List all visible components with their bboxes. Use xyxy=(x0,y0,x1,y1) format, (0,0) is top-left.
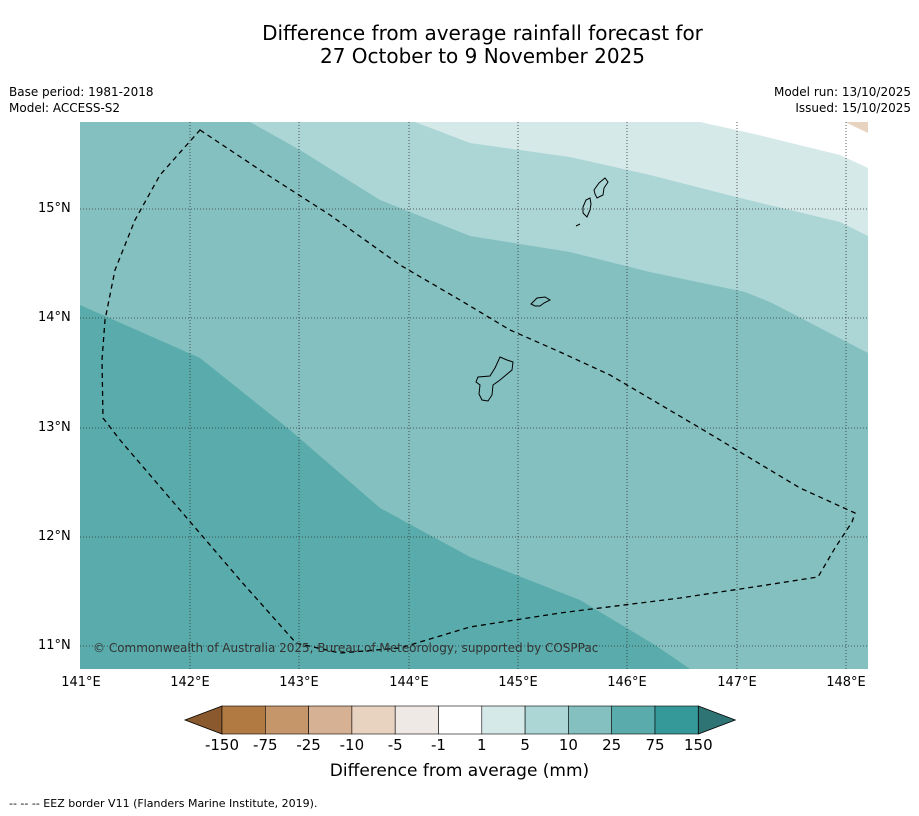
guam-island xyxy=(475,356,514,402)
title-line-1: Difference from average rainfall forecas… xyxy=(262,21,703,45)
lat-tick-15: 15°N xyxy=(38,201,71,216)
colorbar-arrow-high xyxy=(697,705,737,735)
lon-tick-146: 146°E xyxy=(607,675,647,690)
lon-tick-141: 141°E xyxy=(61,675,101,690)
gridlines xyxy=(80,122,868,669)
colorbar-bin xyxy=(438,705,483,735)
colorbar-tick-label: 5 xyxy=(520,736,530,754)
rota-island xyxy=(530,296,552,307)
lat-tick-13: 13°N xyxy=(38,420,71,435)
colorbar-bin xyxy=(524,705,569,735)
lon-tick-148: 148°E xyxy=(826,675,866,690)
lon-tick-145: 145°E xyxy=(498,675,538,690)
colorbar-bin xyxy=(308,705,353,735)
meta-right: Model run: 13/10/2025 Issued: 15/10/2025 xyxy=(774,84,911,116)
lat-tick-12: 12°N xyxy=(38,529,71,544)
colorbar-title: Difference from average (mm) xyxy=(329,761,590,781)
aguijan-island xyxy=(575,223,581,227)
copyright-text: © Commonwealth of Australia 2025, Bureau… xyxy=(93,641,599,655)
colorbar-bin xyxy=(654,705,699,735)
eez-border xyxy=(101,129,856,654)
colorbar-tick-label: 25 xyxy=(602,736,622,754)
colorbar-bin xyxy=(394,705,439,735)
colorbar-bin xyxy=(568,705,613,735)
colorbar-bin xyxy=(264,705,309,735)
colorbar-bin xyxy=(221,705,266,735)
colorbar-tick-label: 10 xyxy=(558,736,578,754)
colorbar-tick-label: -10 xyxy=(339,736,365,754)
colorbar-tick-label: 75 xyxy=(645,736,665,754)
islands xyxy=(475,177,609,402)
lat-tick-14: 14°N xyxy=(38,310,71,325)
rain-band-near-zero xyxy=(700,122,868,168)
colorbar-bin xyxy=(611,705,656,735)
colorbar-tick-label: -1 xyxy=(431,736,446,754)
chart-title: Difference from average rainfall forecas… xyxy=(0,22,919,68)
lon-tick-143: 143°E xyxy=(279,675,319,690)
rain-band-1-5 xyxy=(415,122,868,236)
model-text: Model: ACCESS-S2 xyxy=(9,101,121,115)
meta-left: Base period: 1981-2018 Model: ACCESS-S2 xyxy=(9,84,154,116)
colorbar-tick-label: -5 xyxy=(387,736,403,754)
lon-tick-142: 142°E xyxy=(170,675,210,690)
colorbar-bin xyxy=(481,705,526,735)
colorbar-tick-label: -75 xyxy=(253,736,278,754)
lon-tick-144: 144°E xyxy=(389,675,429,690)
colorbar xyxy=(183,705,737,735)
map-plot-area xyxy=(80,122,868,669)
colorbar-tick-label: -25 xyxy=(296,736,321,754)
colorbar-bin xyxy=(351,705,396,735)
issued-text: Issued: 15/10/2025 xyxy=(795,101,911,115)
lat-tick-11: 11°N xyxy=(38,638,71,653)
rain-band-25-75 xyxy=(80,305,690,669)
colorbar-tick-label: 1 xyxy=(477,736,487,754)
rain-band-dry-corner xyxy=(845,122,868,133)
eez-legend-text: -- -- -- EEZ border V11 (Flanders Marine… xyxy=(9,797,318,810)
title-line-2: 27 October to 9 November 2025 xyxy=(319,44,646,68)
tinian-island xyxy=(582,197,592,218)
model-run-text: Model run: 13/10/2025 xyxy=(773,85,911,99)
colorbar-tick-label: 150 xyxy=(683,736,713,754)
colorbar-arrow-low xyxy=(183,705,223,735)
base-period-text: Base period: 1981-2018 xyxy=(9,85,154,99)
saipan-island xyxy=(593,177,609,199)
lon-tick-147: 147°E xyxy=(717,675,757,690)
colorbar-tick-label: -150 xyxy=(204,736,240,754)
